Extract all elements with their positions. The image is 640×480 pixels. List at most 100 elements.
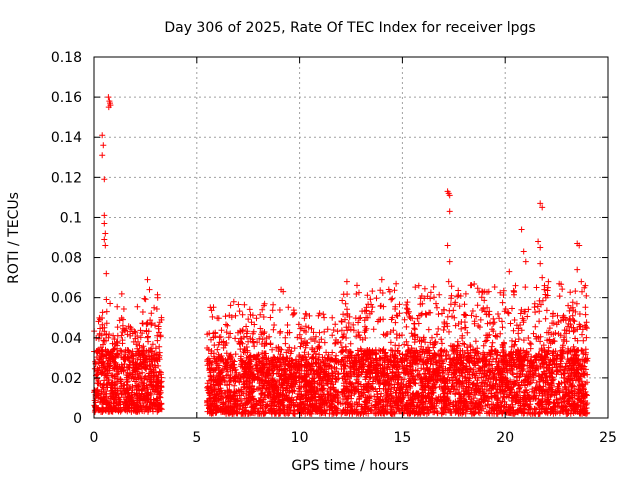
- data-point: [107, 384, 114, 391]
- data-point: [144, 334, 151, 341]
- data-point: [134, 303, 141, 310]
- data-point: [118, 290, 125, 297]
- data-point: [499, 324, 506, 331]
- data-point: [435, 311, 442, 318]
- data-point: [127, 332, 134, 339]
- data-point: [393, 280, 400, 287]
- data-point: [480, 342, 487, 349]
- data-point: [433, 331, 440, 338]
- data-point: [132, 408, 139, 415]
- data-point: [444, 313, 451, 320]
- data-point: [435, 325, 442, 332]
- data-point: [130, 397, 137, 404]
- data-point: [139, 320, 146, 327]
- data-point: [486, 331, 493, 338]
- data-point: [136, 381, 142, 388]
- data-point: [245, 316, 252, 323]
- data-point: [150, 366, 157, 373]
- data-point: [99, 396, 106, 403]
- data-point: [153, 306, 160, 312]
- data-point: [143, 382, 150, 389]
- data-point: [110, 365, 117, 372]
- data-point: [101, 366, 108, 373]
- data-point: [105, 377, 112, 384]
- data-point: [283, 370, 289, 377]
- data-point: [94, 349, 101, 356]
- data-point: [131, 391, 138, 398]
- data-point: [324, 326, 331, 333]
- data-point: [532, 309, 539, 316]
- data-point: [145, 338, 152, 345]
- data-point: [104, 348, 111, 355]
- data-point: [271, 322, 278, 328]
- data-point: [137, 393, 143, 400]
- data-point: [139, 384, 146, 391]
- data-point: [151, 369, 158, 376]
- data-point: [111, 345, 118, 352]
- data-point: [291, 345, 298, 352]
- data-point: [158, 314, 165, 321]
- data-point: [109, 379, 115, 386]
- data-point: [107, 300, 114, 307]
- data-point: [282, 340, 289, 347]
- data-point: [137, 334, 144, 341]
- data-point: [455, 287, 462, 294]
- data-point: [103, 400, 109, 407]
- data-point: [106, 362, 113, 369]
- data-point: [130, 362, 137, 369]
- data-point: [110, 346, 117, 353]
- data-point: [209, 313, 216, 320]
- data-point: [448, 283, 455, 290]
- data-point: [321, 314, 328, 321]
- data-point: [223, 321, 229, 328]
- data-point: [433, 300, 439, 307]
- data-point: [134, 372, 141, 378]
- data-point: [220, 338, 227, 345]
- data-point: [109, 372, 116, 379]
- data-point: [330, 327, 337, 333]
- data-point: [330, 384, 337, 391]
- data-point: [474, 285, 481, 292]
- data-point: [232, 335, 239, 342]
- data-point: [556, 293, 563, 300]
- data-point: [91, 365, 98, 372]
- data-point: [542, 315, 549, 322]
- data-point: [118, 348, 125, 355]
- data-point: [347, 340, 354, 347]
- data-point: [145, 407, 152, 414]
- data-point: [302, 357, 309, 363]
- data-point: [129, 352, 136, 359]
- data-point: [329, 332, 336, 339]
- data-point: [122, 327, 129, 334]
- data-point: [223, 350, 230, 357]
- data-point: [121, 361, 128, 367]
- data-point: [569, 312, 576, 319]
- data-point: [95, 367, 102, 374]
- data-point: [440, 327, 447, 333]
- data-point: [157, 333, 164, 340]
- data-point: [158, 384, 165, 391]
- data-point: [334, 328, 341, 335]
- data-point: [95, 390, 102, 397]
- data-point: [316, 329, 323, 336]
- data-point: [251, 343, 258, 350]
- data-point: [129, 371, 136, 378]
- data-point: [509, 305, 515, 312]
- data-point: [139, 365, 145, 372]
- data-point: [145, 333, 151, 340]
- data-point: [156, 343, 163, 350]
- data-point: [241, 301, 248, 308]
- data-point: [412, 284, 419, 291]
- data-point: [140, 343, 147, 350]
- data-point: [156, 401, 163, 408]
- data-point: [210, 334, 217, 341]
- data-point: [247, 311, 254, 318]
- data-point: [208, 307, 215, 314]
- data-point: [359, 308, 366, 315]
- data-point: [211, 342, 218, 349]
- data-point: [96, 314, 103, 321]
- data-point: [301, 349, 308, 356]
- data-points: [91, 94, 591, 417]
- data-point: [306, 401, 313, 408]
- data-point: [104, 367, 111, 373]
